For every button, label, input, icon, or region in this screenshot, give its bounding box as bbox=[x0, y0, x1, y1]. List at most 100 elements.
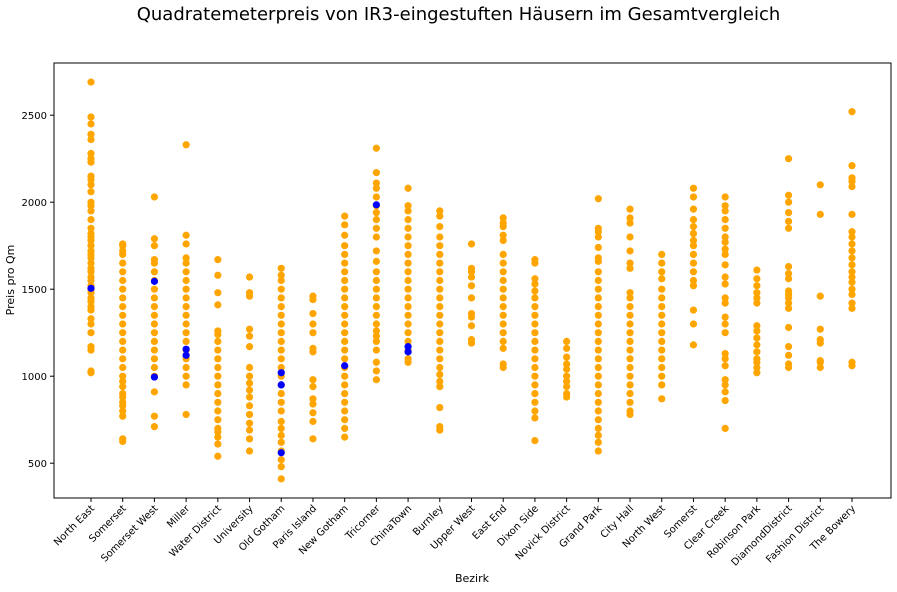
data-point bbox=[245, 343, 254, 351]
data-point bbox=[499, 236, 507, 245]
data-point bbox=[150, 346, 159, 354]
data-point bbox=[372, 285, 380, 293]
data-point bbox=[119, 259, 127, 267]
data-point bbox=[721, 424, 729, 432]
data-point bbox=[658, 395, 666, 403]
data-point bbox=[87, 207, 95, 215]
data-point bbox=[404, 207, 412, 215]
data-point bbox=[87, 273, 95, 281]
ir3-data-point bbox=[182, 351, 190, 359]
data-point bbox=[404, 202, 412, 210]
data-point bbox=[499, 214, 507, 222]
data-point bbox=[753, 294, 761, 302]
data-point bbox=[689, 184, 698, 192]
data-point bbox=[277, 294, 285, 302]
data-point bbox=[341, 329, 349, 337]
data-point bbox=[87, 149, 95, 158]
data-point bbox=[658, 259, 666, 267]
data-point bbox=[277, 320, 285, 328]
data-point bbox=[721, 202, 729, 210]
data-point bbox=[341, 285, 349, 293]
data-point bbox=[372, 294, 380, 302]
data-point bbox=[689, 276, 698, 285]
data-point bbox=[626, 320, 634, 328]
data-point bbox=[626, 233, 634, 241]
data-point bbox=[848, 228, 856, 236]
data-point bbox=[182, 240, 190, 248]
data-point bbox=[404, 303, 412, 311]
data-point bbox=[784, 198, 793, 206]
data-point bbox=[531, 337, 539, 345]
data-point bbox=[150, 423, 159, 431]
data-point bbox=[563, 372, 571, 380]
data-point bbox=[119, 320, 127, 328]
data-point bbox=[277, 463, 285, 471]
data-point bbox=[626, 264, 634, 272]
data-point bbox=[563, 360, 571, 368]
data-point bbox=[594, 390, 602, 398]
data-point bbox=[531, 363, 539, 372]
data-point bbox=[594, 416, 602, 424]
data-point bbox=[341, 398, 349, 406]
data-point bbox=[119, 363, 127, 372]
data-point bbox=[214, 346, 222, 354]
data-point bbox=[626, 205, 634, 213]
data-point bbox=[119, 329, 127, 337]
data-point bbox=[816, 363, 824, 372]
data-point bbox=[150, 268, 159, 276]
data-point bbox=[531, 381, 539, 389]
data-point bbox=[182, 268, 190, 276]
data-point bbox=[277, 407, 285, 415]
data-point bbox=[214, 452, 222, 460]
data-point bbox=[87, 264, 95, 272]
data-point bbox=[341, 355, 349, 363]
data-point bbox=[372, 268, 380, 276]
data-point bbox=[150, 285, 159, 293]
data-point bbox=[436, 259, 444, 267]
data-point bbox=[594, 303, 602, 311]
data-point bbox=[309, 435, 317, 443]
data-point bbox=[245, 426, 254, 434]
data-point bbox=[816, 210, 824, 218]
data-point bbox=[721, 238, 729, 246]
data-point bbox=[182, 285, 190, 293]
x-tick-label: Miller bbox=[165, 503, 193, 531]
data-point bbox=[594, 276, 602, 285]
data-point bbox=[848, 304, 856, 312]
data-point bbox=[150, 294, 159, 302]
data-point bbox=[182, 363, 190, 372]
x-tick-label: Novick District bbox=[514, 503, 573, 562]
data-point bbox=[87, 216, 95, 224]
data-point bbox=[214, 416, 222, 424]
data-point bbox=[372, 276, 380, 285]
data-point bbox=[594, 294, 602, 302]
data-point bbox=[721, 250, 729, 258]
data-point bbox=[594, 268, 602, 276]
data-point bbox=[119, 311, 127, 319]
data-point bbox=[404, 311, 412, 319]
data-point bbox=[277, 363, 285, 372]
data-point bbox=[848, 261, 856, 269]
data-point bbox=[341, 231, 349, 239]
data-point bbox=[87, 367, 95, 375]
data-point bbox=[626, 346, 634, 354]
data-point bbox=[404, 259, 412, 267]
y-axis: 500 1000 1500 2000 2500 bbox=[22, 111, 54, 470]
data-point bbox=[499, 311, 507, 319]
data-point bbox=[689, 222, 698, 231]
data-point bbox=[436, 294, 444, 302]
data-point bbox=[721, 320, 729, 328]
data-point bbox=[816, 325, 824, 333]
data-point bbox=[594, 398, 602, 406]
data-point bbox=[467, 282, 476, 290]
data-point bbox=[214, 433, 222, 441]
data-point bbox=[87, 242, 95, 250]
data-point bbox=[119, 276, 127, 285]
data-point bbox=[594, 311, 602, 319]
data-point bbox=[404, 268, 412, 276]
ir3-data-point bbox=[372, 201, 380, 209]
ir3-data-point bbox=[277, 449, 285, 457]
data-point bbox=[150, 388, 159, 396]
data-point bbox=[119, 407, 127, 415]
data-point bbox=[119, 372, 127, 380]
